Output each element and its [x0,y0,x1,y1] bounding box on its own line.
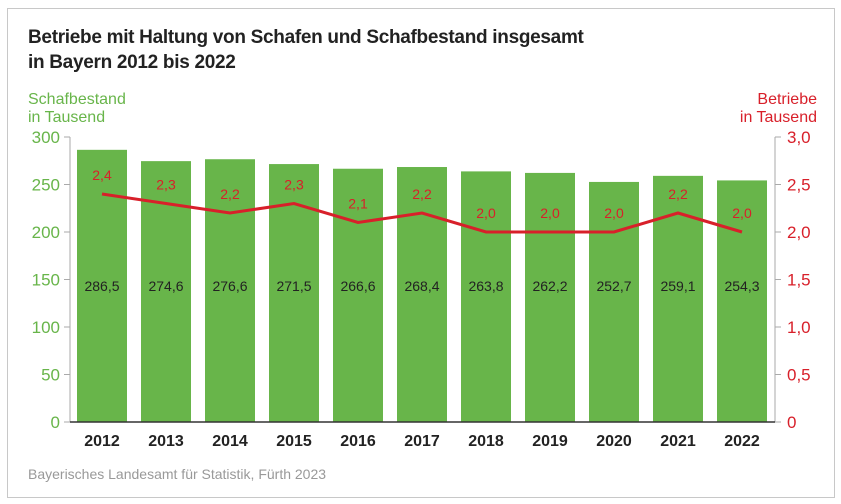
bar-2016 [333,168,383,422]
bar-2017 [397,167,447,422]
bar-value-label: 254,3 [724,278,759,294]
x-tick-label: 2013 [148,433,184,450]
left-axis-tick-label: 50 [41,366,60,385]
bar-2018 [461,171,511,422]
left-axis-tick-label: 100 [32,318,60,337]
bar-value-label: 276,6 [212,278,247,294]
right-axis-tick-label: 2,0 [787,223,811,242]
left-axis-tick-label: 300 [32,128,60,147]
x-tick-label: 2022 [724,433,760,450]
line-value-label: 2,1 [348,196,368,212]
right-axis-tick-label: 0,5 [787,366,811,385]
bar-value-label: 274,6 [148,278,183,294]
left-axis-tick-label: 150 [32,271,60,290]
right-axis-label-line2: in Tausend [739,109,817,126]
x-tick-label: 2012 [84,433,120,450]
line-value-label: 2,0 [604,205,624,221]
left-axis-tick-label: 200 [32,223,60,242]
x-tick-label: 2014 [212,433,248,450]
bar-value-label: 271,5 [276,278,311,294]
line-value-label: 2,2 [220,186,240,202]
right-axis-tick-label: 3,0 [787,128,811,147]
bar-2022 [717,180,767,422]
bar-value-label: 286,5 [84,278,119,294]
bar-value-label: 262,2 [532,278,567,294]
x-tick-label: 2016 [340,433,376,450]
bar-value-label: 252,7 [596,278,631,294]
bar-2020 [589,181,639,422]
bar-value-label: 259,1 [660,278,695,294]
line-series-betriebe [101,192,743,234]
chart-title-line1: Betriebe mit Haltung von Schafen und Sch… [28,27,584,48]
line-value-label: 2,4 [92,167,112,183]
line-value-label: 2,0 [540,205,560,221]
left-axis-tick-label: 250 [32,176,60,195]
bar-2014 [205,159,255,423]
x-tick-label: 2021 [660,433,696,450]
bar-value-label: 263,8 [468,278,503,294]
bar-2019 [525,172,575,422]
right-axis-tick-label: 1,0 [787,318,811,337]
line-value-label: 2,0 [732,205,752,221]
x-tick-label: 2018 [468,433,504,450]
source-note: Bayerisches Landesamt für Statistik, Für… [28,466,327,482]
right-axis-label-line1: Betriebe [757,91,817,108]
line-value-label: 2,3 [156,177,176,193]
chart-title-line2: in Bayern 2012 bis 2022 [28,52,236,73]
x-tick-label: 2015 [276,433,312,450]
right-axis-tick-label: 1,5 [787,271,811,290]
x-tick-label: 2020 [596,433,632,450]
right-axis-tick-label: 0 [787,413,796,432]
line-value-label: 2,3 [284,177,304,193]
line-value-label: 2,2 [668,186,688,202]
right-axis-label: Betriebe in Tausend [740,91,817,127]
x-tick-label: 2019 [532,433,568,450]
line-value-label: 2,2 [412,186,432,202]
bar-value-label: 266,6 [340,278,375,294]
line-value-label: 2,0 [476,205,496,221]
left-axis-label-line2: in Tausend [28,109,106,126]
bar-value-label: 268,4 [404,278,439,294]
right-axis-tick-label: 2,5 [787,176,811,195]
left-axis-label: Schafbestand in Tausend [28,91,126,127]
x-tick-label: 2017 [404,433,440,450]
left-axis-tick-label: 0 [51,413,60,432]
left-axis-label-line1: Schafbestand [28,91,126,108]
